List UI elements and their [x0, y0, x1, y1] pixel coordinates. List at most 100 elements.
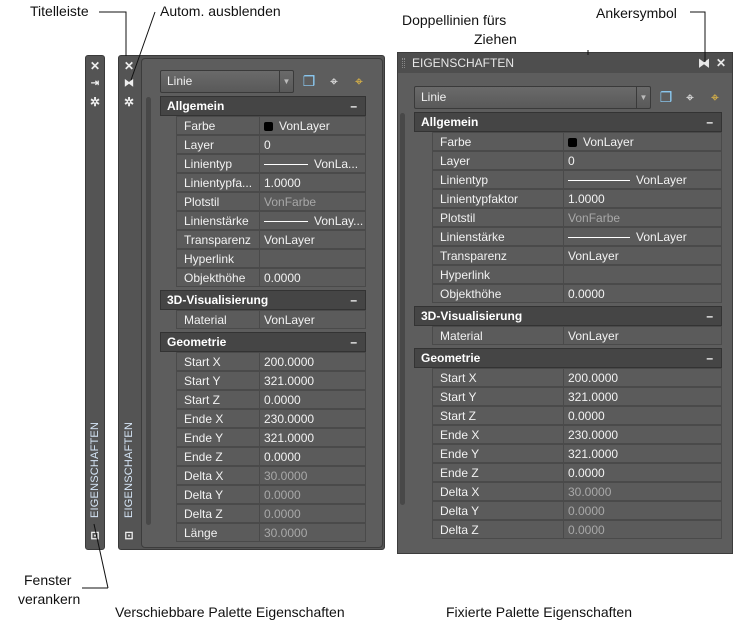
property-value[interactable]: VonLayer: [259, 116, 366, 135]
property-row[interactable]: Ende X 230.0000: [176, 409, 366, 428]
collapse-toggle-icon[interactable]: –: [350, 335, 357, 349]
property-value[interactable]: 321.0000: [259, 428, 366, 447]
property-value[interactable]: 0.0000: [563, 463, 722, 482]
scrollbar[interactable]: [146, 97, 151, 525]
property-value[interactable]: VonLayer: [563, 132, 722, 151]
property-value[interactable]: 321.0000: [563, 387, 722, 406]
property-row[interactable]: Start Y 321.0000: [432, 387, 722, 406]
toggle-pickadd-icon[interactable]: ⌖: [355, 73, 363, 89]
property-value[interactable]: 200.0000: [259, 352, 366, 371]
property-value[interactable]: VonLayer: [563, 227, 722, 246]
property-value[interactable]: 0.0000: [259, 268, 366, 287]
property-value[interactable]: VonLa...: [259, 154, 366, 173]
property-value[interactable]: 0.0000: [563, 501, 722, 520]
property-row[interactable]: Transparenz VonLayer: [432, 246, 722, 265]
property-value[interactable]: VonLayer: [563, 326, 722, 345]
property-row[interactable]: Transparenz VonLayer: [176, 230, 366, 249]
property-row[interactable]: Delta Y 0.0000: [432, 501, 722, 520]
property-row[interactable]: Ende Y 321.0000: [432, 444, 722, 463]
property-value[interactable]: 0: [259, 135, 366, 154]
property-value[interactable]: 0.0000: [259, 390, 366, 409]
section-header-3d-visualisierung[interactable]: 3D-Visualisierung –: [160, 290, 366, 310]
property-value[interactable]: 230.0000: [259, 409, 366, 428]
dock-window-icon[interactable]: ⊡: [124, 530, 134, 542]
select-objects-icon[interactable]: ⌖: [330, 73, 338, 89]
property-row[interactable]: Linienstärke VonLayer: [432, 227, 722, 246]
quick-select-add-icon[interactable]: ❐: [302, 73, 316, 89]
property-value[interactable]: 321.0000: [563, 444, 722, 463]
autohide-icon[interactable]: ⇥: [90, 78, 100, 89]
property-value[interactable]: VonLayer: [259, 230, 366, 249]
property-row[interactable]: Ende X 230.0000: [432, 425, 722, 444]
property-row[interactable]: Hyperlink: [176, 249, 366, 268]
property-value[interactable]: 1.0000: [563, 189, 722, 208]
property-row[interactable]: Hyperlink: [432, 265, 722, 284]
property-value[interactable]: 0.0000: [259, 447, 366, 466]
property-row[interactable]: Delta Y 0.0000: [176, 485, 366, 504]
title-bar[interactable]: EIGENSCHAFTEN ⧓ ✕: [398, 53, 732, 73]
close-icon[interactable]: ✕: [89, 59, 101, 73]
property-value[interactable]: VonLayer: [563, 170, 722, 189]
settings-icon[interactable]: ✲: [123, 95, 135, 109]
property-value[interactable]: [259, 249, 366, 268]
chevron-down-icon[interactable]: ▼: [279, 71, 293, 92]
property-row[interactable]: Start X 200.0000: [176, 352, 366, 371]
scrollbar[interactable]: [400, 113, 405, 505]
section-header-geometrie[interactable]: Geometrie –: [160, 332, 366, 352]
property-row[interactable]: Delta Z 0.0000: [432, 520, 722, 539]
select-objects-icon[interactable]: ⌖: [686, 89, 694, 105]
property-row[interactable]: Layer 0: [176, 135, 366, 154]
property-row[interactable]: Ende Z 0.0000: [432, 463, 722, 482]
property-row[interactable]: Objekthöhe 0.0000: [432, 284, 722, 303]
property-row[interactable]: Objekthöhe 0.0000: [176, 268, 366, 287]
property-value[interactable]: 1.0000: [259, 173, 366, 192]
collapse-toggle-icon[interactable]: –: [706, 309, 713, 323]
property-value[interactable]: [563, 265, 722, 284]
property-row[interactable]: Ende Y 321.0000: [176, 428, 366, 447]
close-icon[interactable]: ✕: [123, 59, 135, 73]
dock-window-icon[interactable]: ⊡: [90, 530, 100, 542]
quick-select-add-icon[interactable]: ❐: [659, 89, 673, 105]
property-value[interactable]: VonLayer: [259, 310, 366, 329]
property-row[interactable]: Farbe VonLayer: [432, 132, 722, 151]
property-row[interactable]: Delta Z 0.0000: [176, 504, 366, 523]
property-row[interactable]: Plotstil VonFarbe: [432, 208, 722, 227]
property-row[interactable]: Ende Z 0.0000: [176, 447, 366, 466]
collapse-toggle-icon[interactable]: –: [706, 115, 713, 129]
property-value[interactable]: VonLayer: [563, 246, 722, 265]
collapse-toggle-icon[interactable]: –: [350, 99, 357, 113]
property-row[interactable]: Start Y 321.0000: [176, 371, 366, 390]
property-value[interactable]: VonLay...: [259, 211, 366, 230]
anchor-icon[interactable]: ⧓: [124, 78, 134, 89]
property-value[interactable]: 230.0000: [563, 425, 722, 444]
property-value[interactable]: 200.0000: [563, 368, 722, 387]
property-value[interactable]: 321.0000: [259, 371, 366, 390]
property-row[interactable]: Delta X 30.0000: [176, 466, 366, 485]
property-row[interactable]: Start Z 0.0000: [176, 390, 366, 409]
property-row[interactable]: Material VonLayer: [432, 326, 722, 345]
collapse-toggle-icon[interactable]: –: [706, 351, 713, 365]
anchor-icon[interactable]: ⧓: [698, 56, 710, 70]
settings-icon[interactable]: ✲: [89, 95, 101, 109]
object-type-select[interactable]: Linie ▼: [414, 86, 651, 109]
collapse-toggle-icon[interactable]: –: [350, 293, 357, 307]
vertical-title[interactable]: EIGENSCHAFTEN: [123, 421, 135, 518]
property-row[interactable]: Linientyp VonLa...: [176, 154, 366, 173]
property-row[interactable]: Farbe VonLayer: [176, 116, 366, 135]
property-row[interactable]: Linientyp VonLayer: [432, 170, 722, 189]
property-value[interactable]: 30.0000: [563, 482, 722, 501]
section-header-geometrie[interactable]: Geometrie –: [414, 348, 722, 368]
section-header-allgemein[interactable]: Allgemein –: [160, 96, 366, 116]
property-value[interactable]: 0.0000: [563, 520, 722, 539]
property-row[interactable]: Plotstil VonFarbe: [176, 192, 366, 211]
property-row[interactable]: Linienstärke VonLay...: [176, 211, 366, 230]
object-type-select[interactable]: Linie ▼: [160, 70, 294, 93]
chevron-down-icon[interactable]: ▼: [636, 87, 650, 108]
property-row[interactable]: Delta X 30.0000: [432, 482, 722, 501]
property-value[interactable]: 30.0000: [259, 466, 366, 485]
property-value[interactable]: 0.0000: [259, 485, 366, 504]
property-row[interactable]: Start Z 0.0000: [432, 406, 722, 425]
property-row[interactable]: Länge 30.0000: [176, 523, 366, 542]
drag-grip-icon[interactable]: [402, 58, 405, 68]
property-row[interactable]: Material VonLayer: [176, 310, 366, 329]
